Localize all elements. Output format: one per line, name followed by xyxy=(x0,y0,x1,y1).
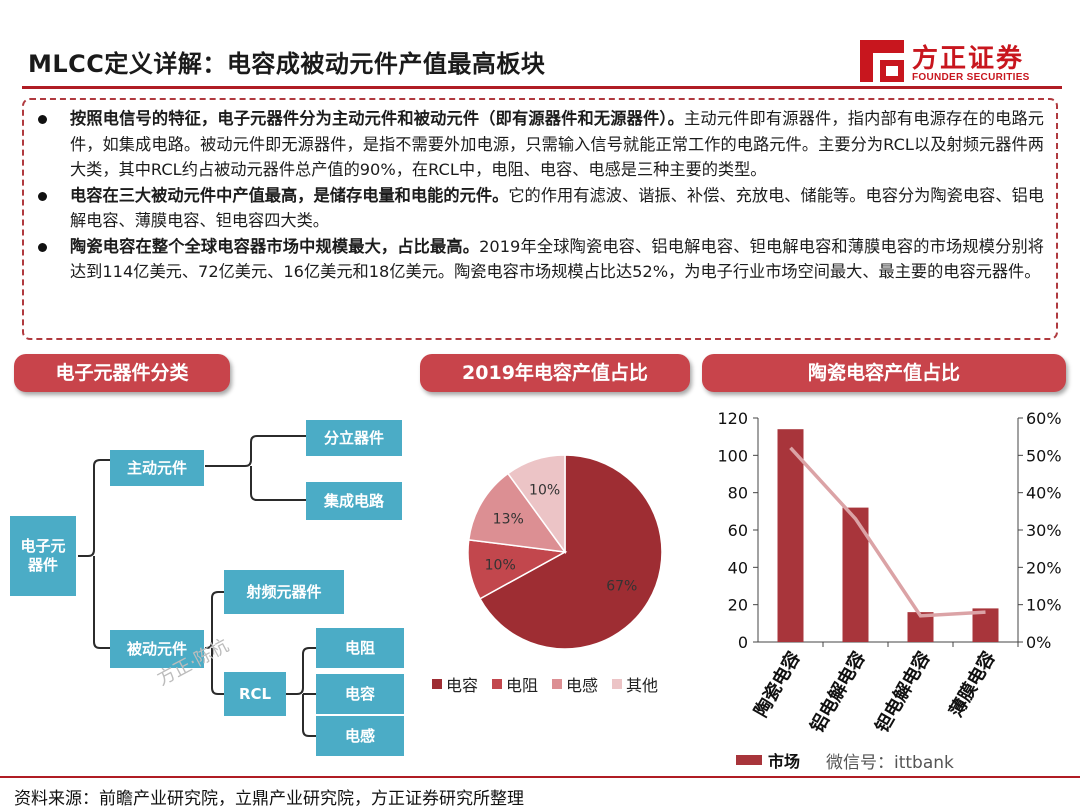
legend-swatch xyxy=(612,679,623,689)
y-tick-label-left: 120 xyxy=(717,409,748,428)
y-tick-label-right: 60% xyxy=(1026,409,1062,428)
pie-label: 10% xyxy=(485,557,516,573)
summary-box: 按照电信号的特征，电子元器件分为主动元件和被动元件（即有源器件和无源器件）。主动… xyxy=(22,98,1058,340)
y-tick-label-right: 40% xyxy=(1026,484,1062,503)
tree-node-ic: 集成电路 xyxy=(306,482,402,520)
logo-english-name: FOUNDER SECURITIES xyxy=(912,72,1030,83)
source-note: 资料来源：前瞻产业研究院，立鼎产业研究院，方正证券研究所整理 xyxy=(14,789,524,809)
legend-swatch xyxy=(432,679,442,689)
pie-slice-0 xyxy=(478,454,663,650)
tree-node-rf: 射频元器件 xyxy=(224,570,344,614)
legend-swatch-bar xyxy=(736,755,762,765)
bullet-text: 主动元件即有源器件，指内部有电源存在的电路元件，如集成电路。被动元件即无源器件，… xyxy=(70,109,1044,179)
bar-mark xyxy=(842,507,869,642)
y-tick-label-left: 60 xyxy=(728,521,748,540)
y-tick-label-left: 0 xyxy=(738,633,748,652)
classification-banner: 电子元器件分类 xyxy=(14,354,230,392)
pie-label: 10% xyxy=(529,482,560,498)
page-title: MLCC定义详解：电容成被动元件产值最高板块 xyxy=(28,50,546,78)
bullet-dot-icon xyxy=(38,242,47,252)
pie-legend-item: 电阻 xyxy=(492,672,538,696)
capacitor-share-pie-chart: 67% 10% 13% 10% xyxy=(467,454,663,650)
pie-slice-2 xyxy=(467,472,567,553)
tree-node-rcl: RCL xyxy=(224,672,286,716)
y-tick-label-right: 10% xyxy=(1026,596,1062,615)
bullet-text: 2019年全球陶瓷电容、铝电解电容、钽电解电容和薄膜电容的市场规模分别将达到11… xyxy=(70,236,1044,282)
tree-connectors xyxy=(78,435,316,737)
legend-label-bar: 市场 xyxy=(768,752,801,771)
pie-legend-item: 其他 xyxy=(612,672,658,696)
pie-legend: 电容 电阻 电感 其他 xyxy=(432,672,658,696)
tree-node-active: 主动元件 xyxy=(110,450,204,486)
x-tick-label: 陶瓷电容 xyxy=(750,648,805,721)
legend-label: 电感 xyxy=(566,676,599,695)
pie-slice-3 xyxy=(506,454,566,555)
founder-logo-icon xyxy=(860,40,904,82)
bullet-bold: 电容在三大被动元件中产值最高，是储存电量和电能的元件。 xyxy=(70,185,509,205)
bullet-item: 电容在三大被动元件中产值最高，是储存电量和电能的元件。它的作用有滤波、谐振、补偿… xyxy=(32,183,1044,234)
legend-label: 电阻 xyxy=(506,676,539,695)
bullet-bold: 陶瓷电容在整个全球电容器市场中规模最大，占比最高。 xyxy=(70,236,480,256)
y-tick-label-left: 40 xyxy=(728,558,748,577)
header-divider xyxy=(22,86,1062,89)
bullet-item: 陶瓷电容在整个全球电容器市场中规模最大，占比最高。2019年全球陶瓷电容、铝电解… xyxy=(32,234,1044,285)
ceramic-chart-banner: 陶瓷电容产值占比 xyxy=(702,354,1066,392)
bullet-text: 它的作用有滤波、谐振、补偿、充放电、储能等。电容分为陶瓷电容、铝电解电容、薄膜电… xyxy=(70,185,1045,231)
pie-legend-item: 电容 xyxy=(432,672,478,696)
y-tick-label-left: 100 xyxy=(717,446,748,465)
pie-legend-item: 电感 xyxy=(552,672,598,696)
bullet-bold: 按照电信号的特征，电子元器件分为主动元件和被动元件（即有源器件和无源器件）。 xyxy=(70,109,685,128)
bullet-dot-icon xyxy=(38,115,47,124)
bullet-dot-icon xyxy=(38,191,47,201)
footer-divider xyxy=(0,776,1080,778)
x-tick-label: 薄膜电容 xyxy=(945,648,1000,721)
share-line xyxy=(789,446,986,618)
y-tick-label-right: 30% xyxy=(1026,521,1062,540)
legend-swatch xyxy=(552,679,563,689)
tree-node-resistor: 电阻 xyxy=(316,628,404,668)
tree-node-capacitor: 电容 xyxy=(316,674,404,714)
tree-node-root: 电子元器件 xyxy=(10,516,76,596)
y-tick-label-left: 80 xyxy=(728,484,748,503)
y-tick-label-right: 0% xyxy=(1026,633,1051,652)
pie-label: 13% xyxy=(493,511,524,527)
wechat-watermark: 微信号：ittbank xyxy=(826,748,954,773)
pie-label: 67% xyxy=(606,579,637,595)
company-logo: 方正证券 FOUNDER SECURITIES xyxy=(860,38,1050,86)
y-tick-label-right: 50% xyxy=(1026,446,1062,465)
legend-label: 其他 xyxy=(626,676,659,695)
ceramic-share-combo-chart: 0 20 40 60 80 100 120 0% 10% 20% 30% 40% 50% 60% 陶瓷电容铝… xyxy=(717,409,1062,737)
tree-node-discrete: 分立器件 xyxy=(306,420,402,456)
bar-mark xyxy=(777,429,804,642)
pie-chart-banner: 2019年电容产值占比 xyxy=(420,354,690,392)
y-tick-label-right: 20% xyxy=(1026,558,1062,577)
tree-node-passive: 被动元件 xyxy=(110,630,204,668)
legend-label: 电容 xyxy=(446,676,479,695)
logo-chinese-name: 方正证券 xyxy=(912,44,1025,74)
y-tick-label-left: 20 xyxy=(728,596,748,615)
x-tick-label: 铝电解电容 xyxy=(806,648,870,737)
bullet-item: 按照电信号的特征，电子元器件分为主动元件和被动元件（即有源器件和无源器件）。主动… xyxy=(32,106,1044,183)
legend-swatch xyxy=(492,679,503,689)
combo-legend: 市场 xyxy=(736,748,800,772)
x-tick-label: 钽电解电容 xyxy=(871,648,935,737)
tree-node-inductor: 电感 xyxy=(316,716,404,756)
